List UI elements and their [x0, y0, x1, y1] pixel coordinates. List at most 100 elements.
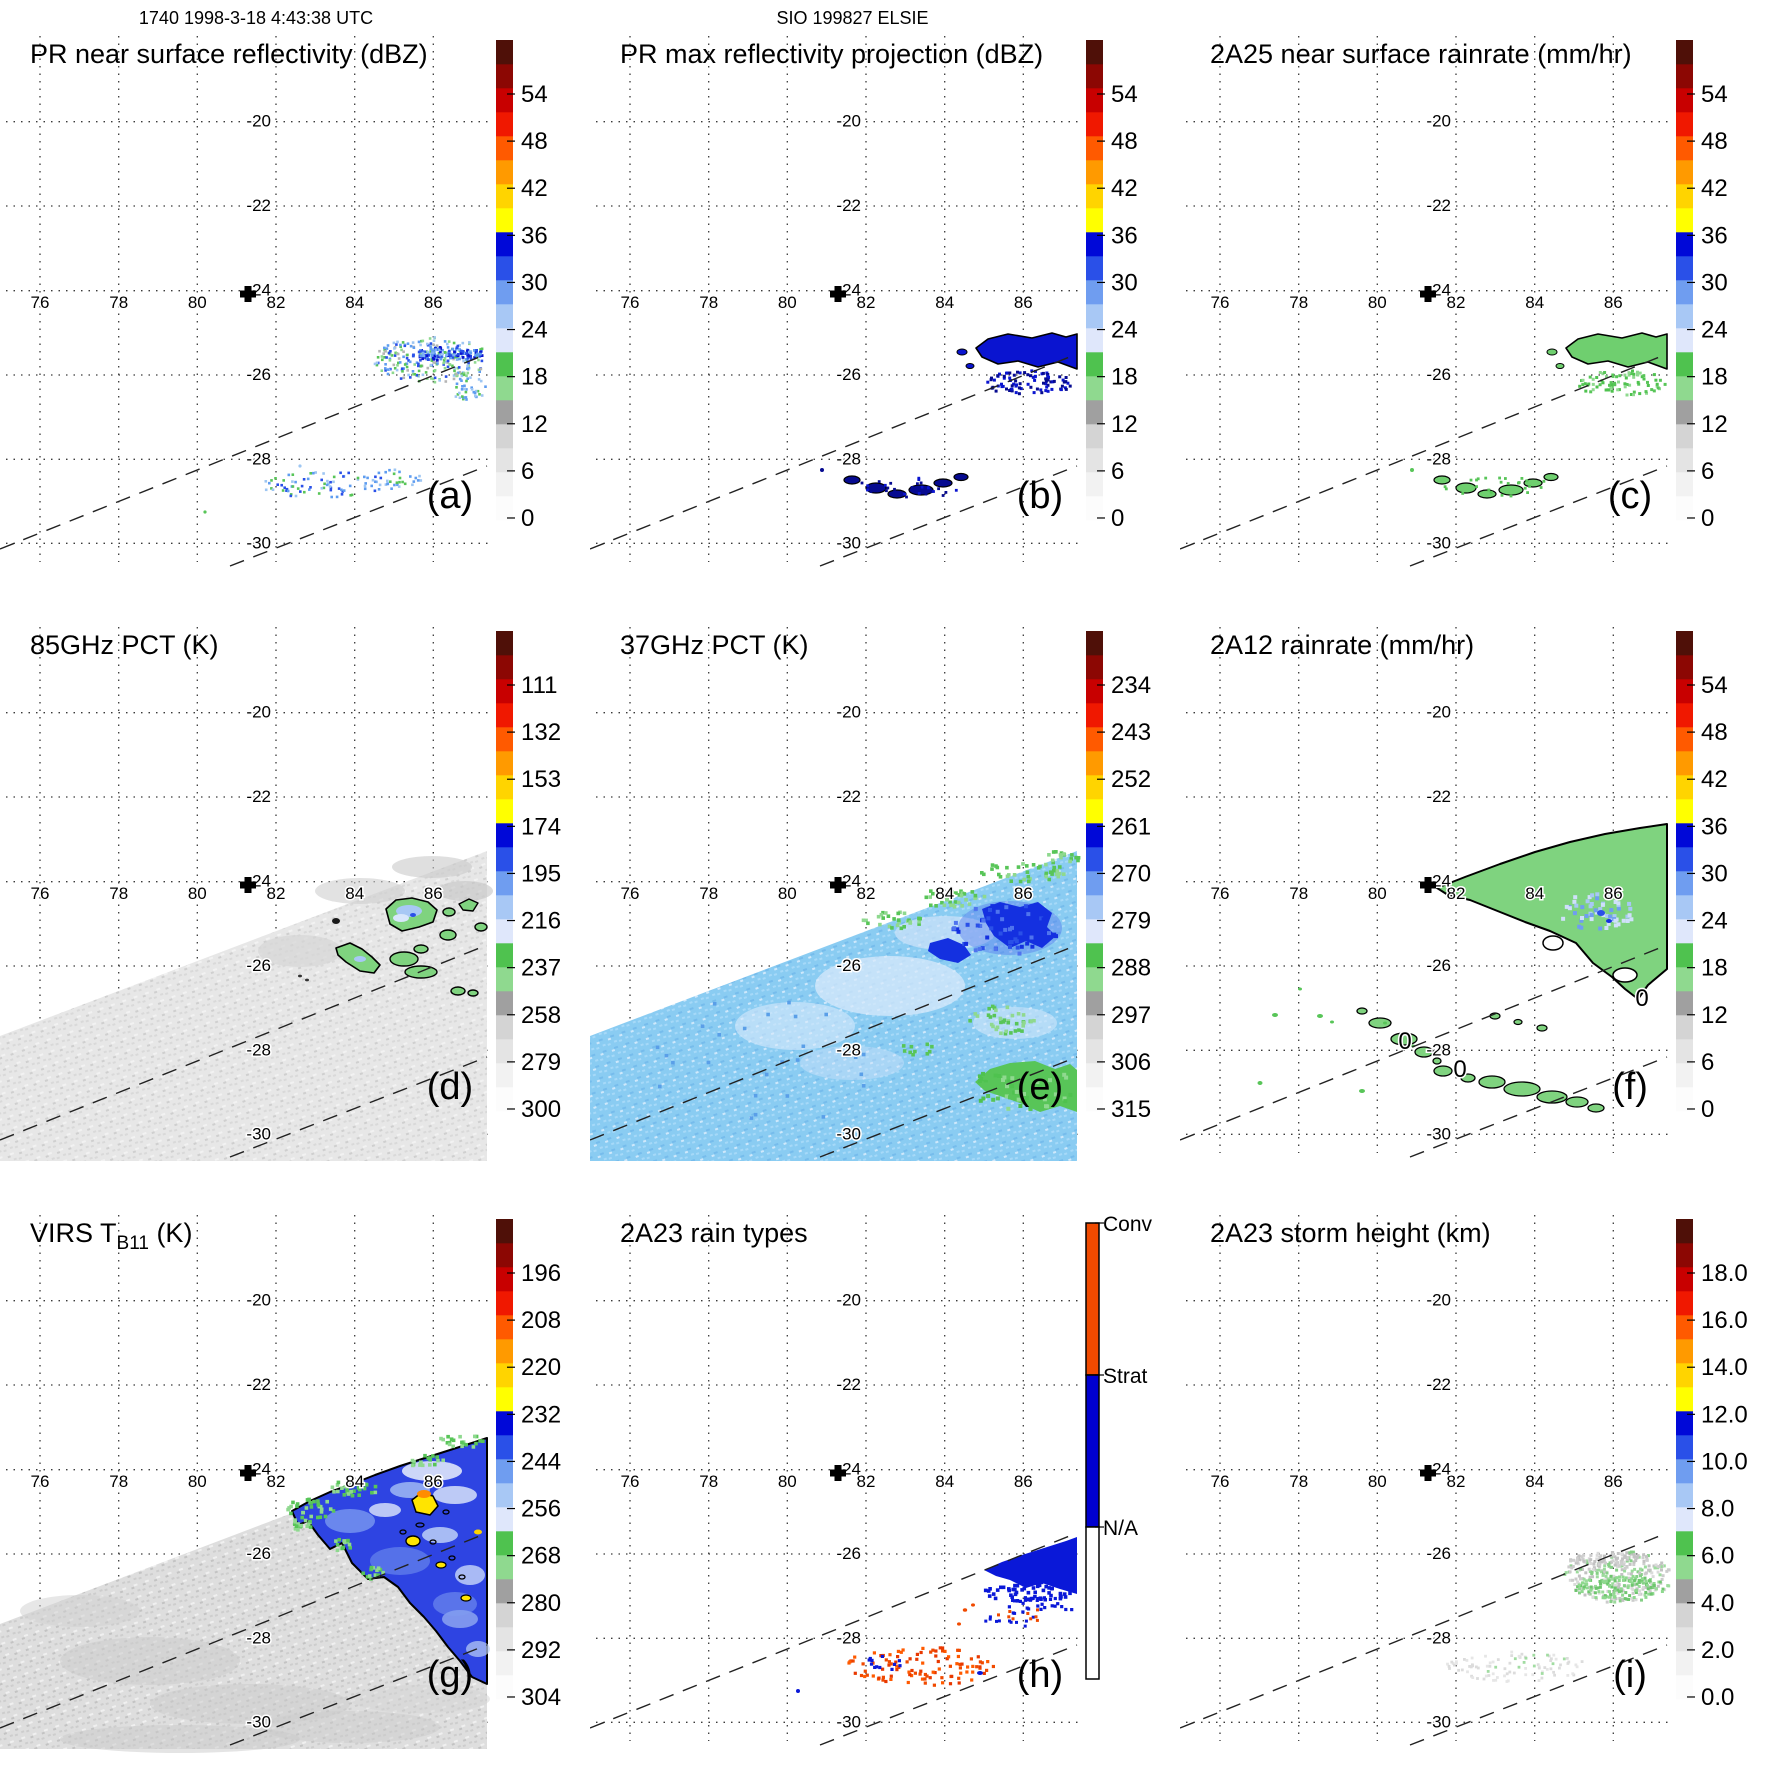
data-blob: [1503, 1081, 1541, 1097]
lat-label: -30: [1426, 1712, 1451, 1731]
colorbar-segment: [1676, 64, 1693, 89]
data-blob: [1368, 1017, 1392, 1029]
storm-center-marker: [1420, 1465, 1436, 1481]
data-blob: [962, 1608, 968, 1612]
colorbar-tick-label: 42: [1701, 766, 1728, 793]
data-blob: [417, 1490, 431, 1498]
colorbar-segment: [496, 40, 513, 65]
colorbar-tick-label: 12: [1111, 411, 1138, 438]
swath-edge-line: [0, 353, 488, 550]
panel-letter: (e): [1017, 1066, 1063, 1108]
colorbar-tick-label: 36: [1111, 222, 1138, 249]
colorbar-segment: [1676, 352, 1693, 377]
colorbar-segment: [1676, 703, 1693, 728]
lon-label: 80: [188, 884, 207, 903]
data-blob: [350, 1685, 490, 1713]
lat-label: -30: [836, 533, 861, 552]
colorbar-tick-label: 42: [521, 175, 548, 202]
pr-swath-edges: [1180, 1532, 1668, 1746]
panel-letter: (c): [1608, 475, 1652, 517]
colorbar: 54 48 42 36 30 24 18 12 6 0: [1086, 40, 1138, 532]
colorbar-tick-label: 36: [1701, 222, 1728, 249]
swath-edge-line: [1409, 465, 1668, 567]
data-blob: [435, 1561, 447, 1569]
data-blob: [203, 510, 207, 514]
data-blob: [1536, 1024, 1548, 1032]
lat-label: -20: [1426, 1291, 1451, 1310]
data-speckle-cluster: [997, 1608, 1039, 1622]
data-blob: [1257, 1081, 1263, 1085]
colorbar-tick-label: 30: [1111, 269, 1138, 296]
panel-title: 2A23 rain types: [620, 1218, 808, 1248]
colorbar-tick-label: 12.0: [1701, 1401, 1748, 1428]
lat-label: -30: [836, 1712, 861, 1731]
colorbar-segment: [496, 1219, 513, 1244]
lon-label: 80: [778, 884, 797, 903]
data-speckle-cluster: [1007, 1596, 1074, 1615]
colorbar-segment: [1676, 991, 1693, 1016]
panel-h: 76 78 80 82 84 86 -20 -22 -24 -26 -28 -30 2A23 rain …: [590, 1179, 1180, 1770]
lon-label: 84: [935, 884, 954, 903]
colorbar-tick-label: Strat: [1103, 1365, 1148, 1388]
data-speckle-cluster: [980, 862, 1066, 884]
swath-edge-line: [819, 1644, 1078, 1746]
colorbar-segment: [496, 919, 513, 944]
colorbar-tick-label: 0: [1701, 505, 1714, 532]
lat-label: -20: [1426, 703, 1451, 722]
colorbar-tick-label: 18: [1701, 364, 1728, 391]
colorbar-segment: [1676, 1411, 1693, 1436]
colorbar-segment: [1676, 1039, 1693, 1064]
colorbar-tick-label: 6: [521, 458, 534, 485]
colorbar-tick-label: 270: [1111, 860, 1151, 887]
colorbar-tick-label: 2.0: [1701, 1637, 1734, 1664]
data-blob: [975, 332, 1078, 370]
colorbar-segment: [1676, 1363, 1693, 1388]
panel-title: VIRS TB11 (K): [30, 1218, 192, 1254]
colorbar-segment: [496, 871, 513, 896]
lon-label: 82: [1447, 1472, 1466, 1491]
swath-edge-line: [229, 465, 488, 567]
lat-label: -22: [1426, 787, 1451, 806]
data-blob: [1383, 1021, 1387, 1025]
colorbar-segment: [1086, 991, 1103, 1016]
lon-label: 86: [1014, 1472, 1033, 1491]
colorbar-segment: [1086, 496, 1103, 521]
colorbar-segment: [1086, 919, 1103, 944]
lat-label: -28: [246, 1628, 271, 1647]
data-blob: [1414, 1046, 1434, 1058]
colorbar-tick-label: 208: [521, 1307, 561, 1334]
colorbar-segment: [1676, 1015, 1693, 1040]
colorbar-segment: [496, 1435, 513, 1460]
data-layer: [0, 1434, 490, 1753]
colorbar-tick-label: 36: [1701, 813, 1728, 840]
data-blob: [1477, 489, 1497, 499]
colorbar-segment: [1676, 1603, 1693, 1628]
data-speckle-cluster: [901, 1042, 934, 1057]
colorbar-segment: [1676, 1555, 1693, 1580]
contour-label: 0: [1635, 985, 1648, 1012]
data-layer: [590, 850, 1081, 1161]
data-speckle-cluster: [1578, 369, 1667, 397]
lat-label: -22: [836, 196, 861, 215]
colorbar-segment: [1676, 775, 1693, 800]
lon-label: 78: [699, 293, 718, 312]
colorbar-tick-label: 12: [1701, 1002, 1728, 1029]
data-blob: [399, 1529, 407, 1535]
timestamp-header: 1740 1998-3-18 4:43:38 UTC: [138, 8, 374, 28]
colorbar-tick-label: 279: [521, 1049, 561, 1076]
colorbar-tick-label: 54: [1701, 81, 1728, 108]
lon-label: 86: [1014, 884, 1033, 903]
lon-label: 78: [1289, 1472, 1308, 1491]
colorbar-segment: [496, 1387, 513, 1412]
data-blob: [975, 1061, 1077, 1112]
colorbar-segment: [1086, 847, 1103, 872]
colorbar-segment: [496, 1363, 513, 1388]
colorbar-segment: [1676, 1627, 1693, 1652]
lat-label: -20: [836, 1291, 861, 1310]
data-blob: [410, 913, 416, 917]
data-blob: [928, 938, 971, 963]
lon-label: 80: [778, 1472, 797, 1491]
